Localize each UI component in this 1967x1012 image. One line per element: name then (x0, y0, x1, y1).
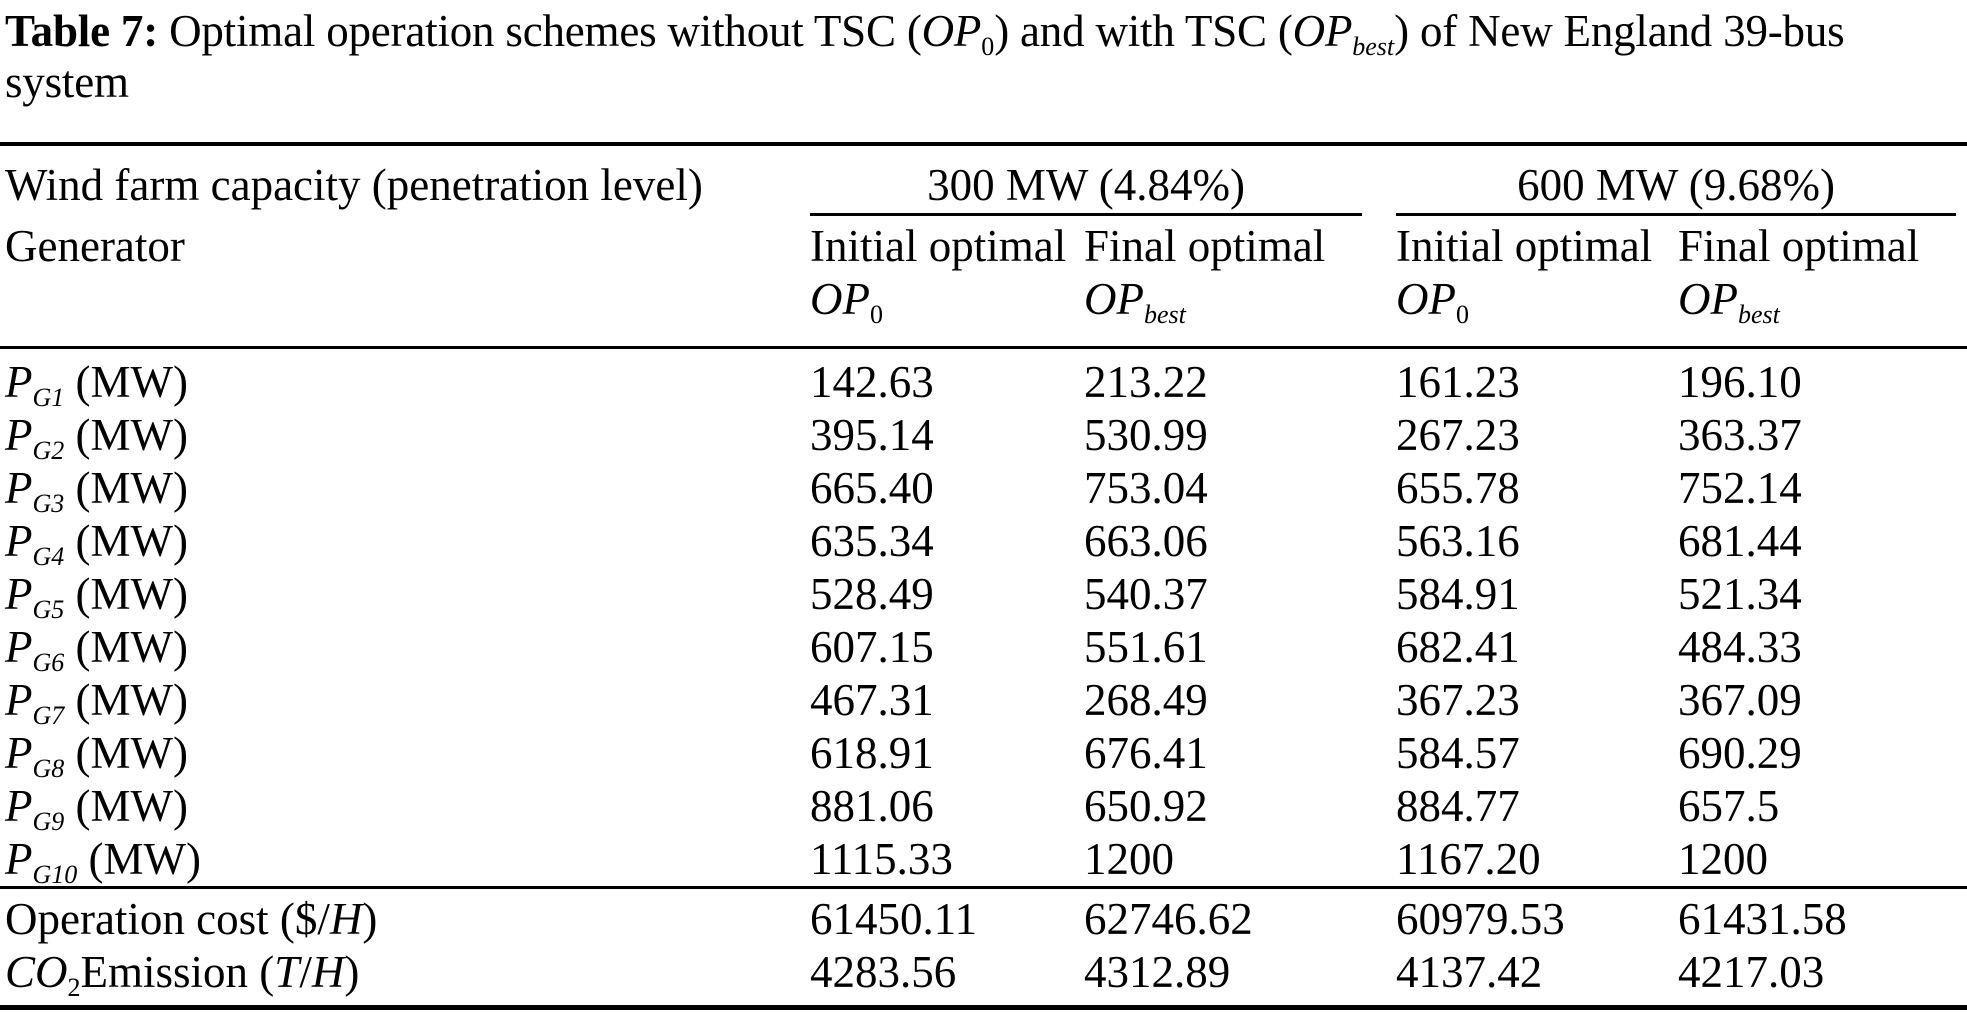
cell-value: 196.10 (1678, 357, 1802, 407)
cell-value: 752.14 (1678, 463, 1802, 513)
caption-text-1: Optimal operation schemes without TSC ( (158, 6, 922, 56)
header-group-600mw: 600 MW (9.68%) (1396, 144, 1967, 216)
table-row-generator: PG7 (MW) 467.31 268.49 367.23 367.09 (0, 674, 1967, 730)
cell-value: 161.23 (1396, 357, 1520, 407)
table-row-generator: PG3 (MW) 665.40 753.04 655.78 752.14 (0, 462, 1967, 518)
row-label-co2-emission: CO2Emission (T/H) (5, 947, 360, 1002)
header-final-optimal-300: Final optimal OPbest (1084, 216, 1397, 349)
cell-value: 607.15 (810, 622, 934, 672)
rule-under-600mw (1396, 213, 1957, 216)
row-label-generator: PG9 (MW) (5, 781, 188, 836)
cell-value: 213.22 (1084, 357, 1208, 407)
cell-value: 60979.53 (1396, 886, 1679, 946)
table-row-generator: PG1 (MW) 142.63 213.22 161.23 196.10 (0, 348, 1967, 412)
cell-value: 267.23 (1396, 410, 1520, 460)
table-row-generator: PG5 (MW) 528.49 540.37 584.91 521.34 (0, 568, 1967, 624)
group-label-600mw: 600 MW (9.68%) (1517, 160, 1835, 210)
cell-value: 1167.20 (1396, 834, 1541, 884)
group-label-300mw: 300 MW (4.84%) (927, 160, 1245, 210)
row-label-operation-cost: Operation cost ($/H) (0, 886, 810, 946)
cell-value: 618.91 (810, 728, 934, 778)
caption-text-3: ) of New England 39-bus system (5, 6, 1845, 107)
cell-value: 663.06 (1084, 516, 1208, 566)
table-row-operation-cost: Operation cost ($/H) 61450.11 62746.62 6… (0, 886, 1967, 946)
cell-value: 363.37 (1678, 410, 1802, 460)
cell-value: 268.49 (1084, 675, 1208, 725)
header-group-300mw: 300 MW (4.84%) (810, 144, 1396, 216)
table-row-generator: PG4 (MW) 635.34 663.06 563.16 681.44 (0, 515, 1967, 571)
row-label-generator: PG3 (MW) (5, 463, 188, 518)
header-wind-farm-capacity: Wind farm capacity (penetration level) (5, 160, 703, 210)
row-label-generator: PG8 (MW) (5, 728, 188, 783)
table-row-generator: PG10 (MW) 1115.33 1200 1167.20 1200 (0, 833, 1967, 888)
table-row-generator: PG2 (MW) 395.14 530.99 267.23 363.37 (0, 409, 1967, 465)
row-label-generator: PG10 (MW) (5, 834, 201, 889)
cell-value: 753.04 (1084, 463, 1208, 513)
cell-value: 467.31 (810, 675, 934, 725)
table-row-generator: PG8 (MW) 618.91 676.41 584.57 690.29 (0, 727, 1967, 783)
cell-value: 657.5 (1678, 781, 1780, 831)
cell-value: 1200 (1084, 834, 1174, 884)
header-initial-optimal-600: Initial optimal OP0 (1396, 216, 1679, 349)
caption-op0-sub: 0 (981, 32, 995, 61)
cell-value: 884.77 (1396, 781, 1520, 831)
cell-value: 4283.56 (810, 947, 957, 997)
header-initial-optimal-300: Initial optimal OP0 (810, 216, 1084, 349)
table-caption: Table 7: Optimal operation schemes witho… (0, 0, 1967, 108)
header-row-columns: Generator Initial optimal OP0 Final opti… (0, 216, 1967, 349)
caption-opbest-var: OP (1292, 6, 1353, 56)
cell-value: 61450.11 (810, 886, 1084, 946)
cell-value: 655.78 (1396, 463, 1520, 513)
cell-value: 881.06 (810, 781, 934, 831)
cell-value: 62746.62 (1084, 886, 1397, 946)
header-row-groups: Wind farm capacity (penetration level) 3… (0, 144, 1967, 216)
table-row-co2-emission: CO2Emission (T/H) 4283.56 4312.89 4137.4… (0, 946, 1967, 1008)
row-label-generator: PG4 (MW) (5, 516, 188, 571)
header-final-optimal-600: Final optimal OPbest (1678, 216, 1967, 349)
row-label-generator: PG1 (MW) (5, 357, 188, 412)
caption-op0-var: OP (921, 6, 982, 56)
cell-value: 484.33 (1678, 622, 1802, 672)
cell-value: 650.92 (1084, 781, 1208, 831)
cell-value: 635.34 (810, 516, 934, 566)
cell-value: 584.91 (1396, 569, 1520, 619)
cell-value: 367.23 (1396, 675, 1520, 725)
cell-value: 395.14 (810, 410, 934, 460)
cell-value: 551.61 (1084, 622, 1208, 672)
cell-value: 142.63 (810, 357, 934, 407)
row-label-generator: PG2 (MW) (5, 410, 188, 465)
cell-value: 681.44 (1678, 516, 1802, 566)
row-label-generator: PG5 (MW) (5, 569, 188, 624)
cell-value: 1200 (1678, 834, 1769, 884)
caption-opbest-sub: best (1352, 32, 1395, 61)
cell-value: 530.99 (1084, 410, 1208, 460)
cell-value: 682.41 (1396, 622, 1520, 672)
cell-value: 676.41 (1084, 728, 1208, 778)
header-generator: Generator (0, 216, 810, 349)
cell-value: 61431.58 (1678, 886, 1967, 946)
cell-value: 563.16 (1396, 516, 1520, 566)
row-label-generator: PG7 (MW) (5, 675, 188, 730)
cell-value: 4217.03 (1678, 947, 1825, 997)
cell-value: 521.34 (1678, 569, 1802, 619)
rule-under-300mw (810, 213, 1363, 216)
table-row-generator: PG6 (MW) 607.15 551.61 682.41 484.33 (0, 621, 1967, 677)
cell-value: 690.29 (1678, 728, 1802, 778)
cell-value: 1115.33 (810, 834, 953, 884)
cell-value: 665.40 (810, 463, 934, 513)
cell-value: 528.49 (810, 569, 934, 619)
caption-text-2: ) and with TSC ( (994, 6, 1293, 56)
cell-value: 4137.42 (1396, 947, 1543, 997)
cell-value: 584.57 (1396, 728, 1520, 778)
cell-value: 367.09 (1678, 675, 1802, 725)
cell-value: 4312.89 (1084, 947, 1231, 997)
optimal-operation-table: Wind farm capacity (penetration level) 3… (0, 142, 1967, 1010)
caption-table-number: Table 7: (5, 6, 159, 56)
cell-value: 540.37 (1084, 569, 1208, 619)
table-row-generator: PG9 (MW) 881.06 650.92 884.77 657.5 (0, 780, 1967, 836)
row-label-generator: PG6 (MW) (5, 622, 188, 677)
